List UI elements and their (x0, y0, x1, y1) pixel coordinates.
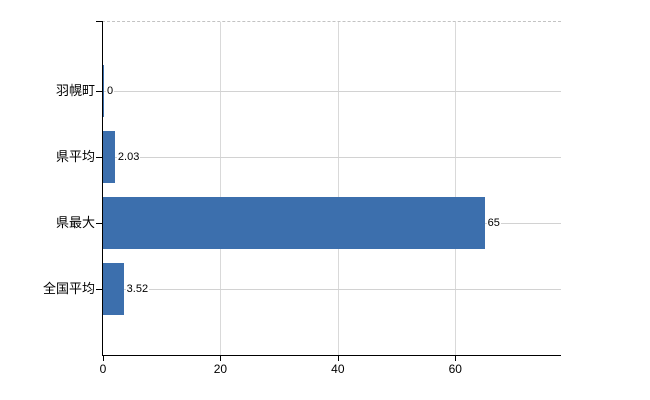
vertical-gridline (337, 22, 339, 355)
x-axis-tick (103, 356, 104, 361)
x-axis-tick (455, 356, 457, 361)
value-label: 3.52 (125, 282, 150, 296)
y-axis-tick (96, 223, 103, 224)
y-axis-tick (96, 91, 103, 92)
x-axis-tick-label: 0 (99, 362, 107, 376)
vertical-gridline (455, 22, 457, 355)
bar-県最大 (103, 197, 485, 249)
y-axis-top-tick (96, 21, 103, 22)
value-label: 0 (106, 84, 115, 98)
x-axis-tick (220, 356, 222, 361)
x-axis-tick-label: 60 (448, 362, 462, 376)
x-axis-tick (337, 356, 339, 361)
bar-県平均 (103, 131, 115, 183)
horizontal-gridline (103, 91, 561, 92)
bar-全国平均 (103, 263, 124, 315)
horizontal-gridline (103, 289, 561, 290)
category-label: 県平均 (55, 149, 95, 164)
bar-羽幌町 (103, 65, 104, 117)
category-label: 羽幌町 (55, 83, 95, 98)
x-axis-tick-label: 20 (213, 362, 228, 376)
category-label: 県最大 (55, 215, 95, 230)
value-label: 65 (486, 216, 501, 230)
value-label: 2.03 (116, 150, 141, 164)
plot-area: 0 羽幌町 2.03 県平均 65 県最大 3.52 全国平均 0 20 40 60 (43, 21, 561, 376)
x-axis-tick-label: 40 (331, 362, 345, 376)
vertical-gridline (220, 22, 222, 355)
horizontal-gridline (103, 157, 561, 158)
y-axis-tick (96, 157, 103, 158)
category-label: 全国平均 (42, 281, 95, 296)
y-axis-tick (96, 289, 103, 290)
